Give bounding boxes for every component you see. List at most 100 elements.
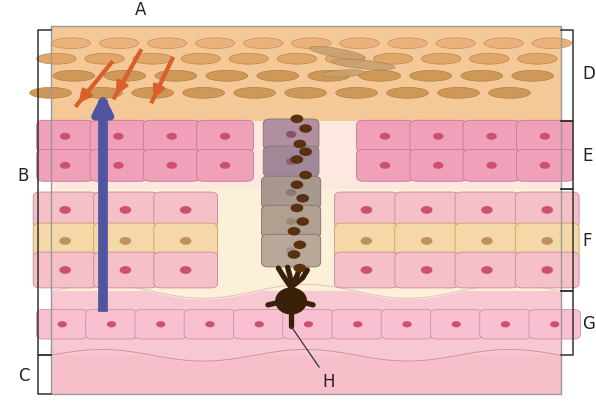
Ellipse shape [361,238,372,245]
FancyBboxPatch shape [37,150,94,182]
Ellipse shape [195,39,235,49]
Ellipse shape [481,207,493,214]
Text: B: B [18,166,29,184]
Ellipse shape [60,133,70,140]
Text: H: H [293,329,335,390]
Ellipse shape [421,267,433,274]
Ellipse shape [486,133,497,140]
FancyBboxPatch shape [529,310,581,339]
Ellipse shape [166,162,177,169]
Ellipse shape [489,88,530,99]
FancyBboxPatch shape [410,121,467,153]
Ellipse shape [113,162,123,169]
Ellipse shape [257,71,299,82]
FancyBboxPatch shape [455,193,519,228]
Ellipse shape [388,39,427,49]
Ellipse shape [486,162,497,169]
FancyBboxPatch shape [37,121,94,153]
FancyBboxPatch shape [135,310,187,339]
Text: D: D [582,65,595,83]
FancyBboxPatch shape [395,224,458,259]
Ellipse shape [254,321,264,328]
Ellipse shape [470,54,509,65]
Ellipse shape [296,218,309,226]
Ellipse shape [541,238,553,245]
FancyBboxPatch shape [262,177,321,209]
Ellipse shape [541,267,553,274]
FancyBboxPatch shape [94,224,157,259]
Ellipse shape [532,39,572,49]
Ellipse shape [484,39,523,49]
FancyBboxPatch shape [234,310,285,339]
Text: E: E [582,146,592,164]
Ellipse shape [299,171,312,180]
Ellipse shape [81,88,123,99]
FancyBboxPatch shape [455,252,519,288]
FancyBboxPatch shape [455,224,519,259]
Ellipse shape [296,195,309,203]
Ellipse shape [286,189,296,196]
Ellipse shape [286,132,296,139]
Ellipse shape [309,47,365,60]
FancyBboxPatch shape [90,121,147,153]
FancyBboxPatch shape [283,310,334,339]
Ellipse shape [288,227,300,236]
FancyBboxPatch shape [334,193,398,228]
Text: G: G [582,315,595,333]
Ellipse shape [518,54,557,65]
Bar [51,355,560,394]
FancyBboxPatch shape [33,224,97,259]
Ellipse shape [285,88,327,99]
FancyBboxPatch shape [381,310,433,339]
FancyBboxPatch shape [144,121,200,153]
Ellipse shape [299,148,312,157]
Ellipse shape [308,71,350,82]
FancyBboxPatch shape [516,193,579,228]
FancyBboxPatch shape [463,121,520,153]
FancyBboxPatch shape [517,150,573,182]
Ellipse shape [373,54,413,65]
FancyBboxPatch shape [334,224,398,259]
FancyBboxPatch shape [33,252,97,288]
Ellipse shape [234,88,275,99]
Ellipse shape [359,71,401,82]
Ellipse shape [37,54,76,65]
Ellipse shape [387,88,429,99]
Ellipse shape [206,321,215,328]
Ellipse shape [275,288,307,315]
FancyBboxPatch shape [410,150,467,182]
Ellipse shape [220,162,230,169]
Ellipse shape [353,321,362,328]
Ellipse shape [120,267,131,274]
Ellipse shape [437,88,479,99]
FancyBboxPatch shape [517,121,573,153]
Bar [51,189,560,292]
FancyBboxPatch shape [263,147,319,178]
Text: C: C [18,366,29,384]
Ellipse shape [421,238,433,245]
Ellipse shape [288,251,300,259]
Ellipse shape [120,207,131,214]
Ellipse shape [51,39,91,49]
Ellipse shape [541,207,553,214]
Ellipse shape [361,267,372,274]
Ellipse shape [402,321,412,328]
Ellipse shape [290,115,303,124]
FancyBboxPatch shape [516,252,579,288]
FancyBboxPatch shape [184,310,236,339]
Bar [51,292,560,355]
Ellipse shape [539,133,550,140]
Ellipse shape [293,241,306,249]
FancyBboxPatch shape [480,310,531,339]
FancyBboxPatch shape [463,150,520,182]
FancyBboxPatch shape [154,252,218,288]
Ellipse shape [180,207,191,214]
Ellipse shape [229,54,269,65]
FancyBboxPatch shape [154,224,218,259]
Ellipse shape [481,238,493,245]
FancyBboxPatch shape [516,224,579,259]
Ellipse shape [286,218,296,225]
Ellipse shape [220,133,230,140]
FancyBboxPatch shape [33,193,97,228]
Ellipse shape [322,71,365,78]
